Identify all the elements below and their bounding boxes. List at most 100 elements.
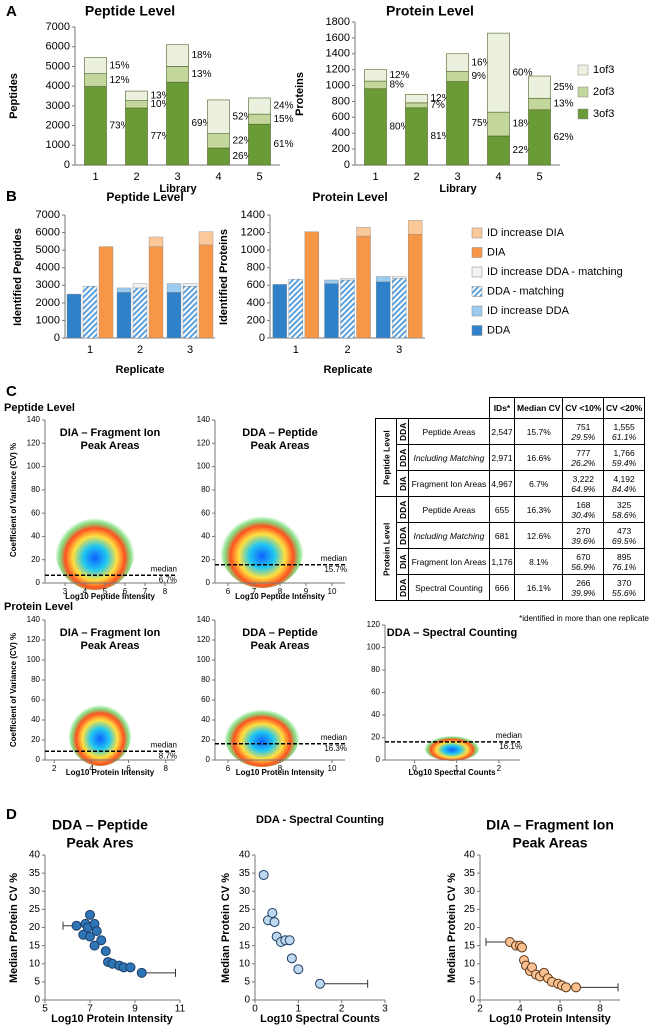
x-tick-label: 7 bbox=[143, 587, 148, 596]
bar-label: 15% bbox=[274, 114, 294, 125]
y-tick-label: 25 bbox=[464, 904, 476, 915]
bar-label: 9% bbox=[472, 71, 487, 82]
point bbox=[571, 982, 581, 993]
table-footnote: *identified in more than one replicate bbox=[519, 614, 649, 623]
median-value-label: 8.7% bbox=[159, 751, 177, 760]
x-tick-label: 6 bbox=[557, 1004, 563, 1015]
bar-segment bbox=[166, 292, 182, 339]
value-cell: 777 26.2% bbox=[562, 444, 605, 471]
x-axis-label: Library bbox=[159, 183, 197, 195]
y-tick-label: 140 bbox=[197, 615, 211, 624]
value-cell: 1,176 bbox=[488, 548, 516, 575]
value-cell: 473 69.5% bbox=[603, 522, 645, 549]
value-cell: 370 55.6% bbox=[603, 574, 645, 601]
value-cell: 270 39.6% bbox=[562, 522, 605, 549]
y-axis-label: Median Protein CV % bbox=[8, 873, 20, 983]
count: 1,766 bbox=[613, 447, 635, 458]
chart-title: DDA – Peptide bbox=[52, 817, 148, 833]
bar-segment bbox=[98, 246, 114, 339]
bar-segment bbox=[391, 278, 407, 339]
header-cell: CV <20% bbox=[603, 397, 645, 419]
bar-segment bbox=[132, 283, 148, 289]
bar-label: 18% bbox=[513, 119, 533, 130]
bar-label: 73% bbox=[110, 120, 130, 131]
value-cell: 2,971 bbox=[488, 444, 516, 471]
x-axis-label: Log10 Peptide Intensity bbox=[235, 592, 325, 601]
y-tick-label: 1400 bbox=[241, 209, 265, 221]
bar-label: 13% bbox=[554, 99, 574, 110]
header-cell: IDs* bbox=[488, 397, 516, 419]
legend-label: 1of3 bbox=[593, 64, 614, 76]
point bbox=[284, 935, 295, 946]
group-label: Protein Level bbox=[375, 496, 397, 601]
bar-segment bbox=[407, 220, 423, 235]
y-tick-label: 0 bbox=[34, 995, 40, 1006]
header-cell: CV <10% bbox=[562, 397, 605, 419]
method-cell: DDA bbox=[396, 496, 409, 523]
x-axis-label: Log10 Protein Intensity bbox=[66, 768, 155, 777]
bar-segment bbox=[407, 234, 423, 339]
bar-segment bbox=[84, 73, 107, 87]
legend-swatch bbox=[577, 86, 589, 98]
legend-label: ID increase DIA bbox=[487, 227, 565, 239]
method-cell: DDA bbox=[396, 444, 409, 471]
chart-title: DIA – Fragment Ion bbox=[60, 627, 161, 639]
table-row: Peptide Level DDA Peptide Areas 2,547 15.7% 7… bbox=[375, 418, 645, 497]
x-tick-label: 4 bbox=[83, 587, 88, 596]
bar-segment bbox=[207, 133, 230, 149]
panel-label: C bbox=[6, 383, 17, 400]
panel-label: A bbox=[6, 3, 17, 20]
legend-swatch bbox=[577, 64, 589, 76]
y-tick-label: 15 bbox=[464, 940, 476, 951]
value-cell: 4,192 84.4% bbox=[603, 470, 645, 497]
value-cell: 1,766 59.4% bbox=[603, 444, 645, 471]
x-tick-label: 1 bbox=[454, 764, 459, 773]
x-tick-label: 5 bbox=[42, 1004, 48, 1015]
value-cell: 895 76.1% bbox=[603, 548, 645, 575]
x-tick-label: 4 bbox=[89, 764, 94, 773]
x-tick-label: 4 bbox=[495, 171, 501, 183]
count: 751 bbox=[576, 421, 591, 432]
y-tick-label: 5 bbox=[34, 977, 40, 988]
header-row: IDs* Median CV CV <10% CV <20% bbox=[375, 397, 645, 419]
bar-segment bbox=[272, 284, 288, 339]
x-tick-label: 4 bbox=[517, 1004, 523, 1015]
y-tick-label: 10 bbox=[29, 958, 41, 969]
bar-label: 22% bbox=[233, 135, 253, 146]
y-axis-label: Coefficient of Variance (CV) % bbox=[9, 633, 18, 747]
bar-segment bbox=[66, 293, 82, 339]
x-tick-label: 0 bbox=[412, 764, 417, 773]
name-cell: Fragment Ion Areas bbox=[408, 470, 490, 497]
table-row: Protein Level DDA Peptide Areas 655 16.3% 168… bbox=[375, 496, 645, 601]
y-tick-label: 600 bbox=[247, 279, 265, 291]
x-tick-label: 2 bbox=[133, 171, 139, 183]
density-cloud bbox=[220, 508, 304, 588]
median-label: median bbox=[496, 731, 522, 740]
y-tick-label: 120 bbox=[197, 438, 211, 447]
x-tick-label: 9 bbox=[132, 1004, 138, 1015]
bar-segment bbox=[82, 285, 98, 339]
bar-segment bbox=[116, 292, 132, 339]
bar-segment bbox=[132, 287, 148, 339]
y-tick-label: 7000 bbox=[36, 209, 60, 221]
bar-label: 13% bbox=[192, 69, 212, 80]
table-row: DDA Including Matching 681 12.6% 270 39.6% 473… bbox=[376, 522, 645, 549]
value-cell: 666 bbox=[488, 574, 516, 601]
bar-segment bbox=[487, 111, 510, 137]
y-tick-label: 120 bbox=[367, 620, 381, 629]
y-tick-label: 0 bbox=[36, 578, 41, 587]
bar-segment bbox=[324, 283, 339, 339]
method-cell: DIA bbox=[396, 548, 409, 575]
name-cell: Fragment Ion Areas bbox=[408, 548, 490, 575]
median-label: median bbox=[321, 554, 347, 563]
x-tick-label: 5 bbox=[103, 587, 108, 596]
bar-label: 75% bbox=[472, 118, 492, 129]
x-tick-label: 3 bbox=[454, 171, 460, 183]
y-tick-label: 600 bbox=[332, 111, 350, 123]
bar-label: 22% bbox=[513, 145, 533, 156]
y-tick-label: 140 bbox=[197, 415, 211, 424]
y-tick-label: 800 bbox=[247, 262, 265, 274]
chart-title: DIA – Fragment Ion bbox=[486, 817, 614, 833]
bar-segment bbox=[340, 278, 355, 281]
y-tick-label: 7000 bbox=[46, 21, 70, 33]
